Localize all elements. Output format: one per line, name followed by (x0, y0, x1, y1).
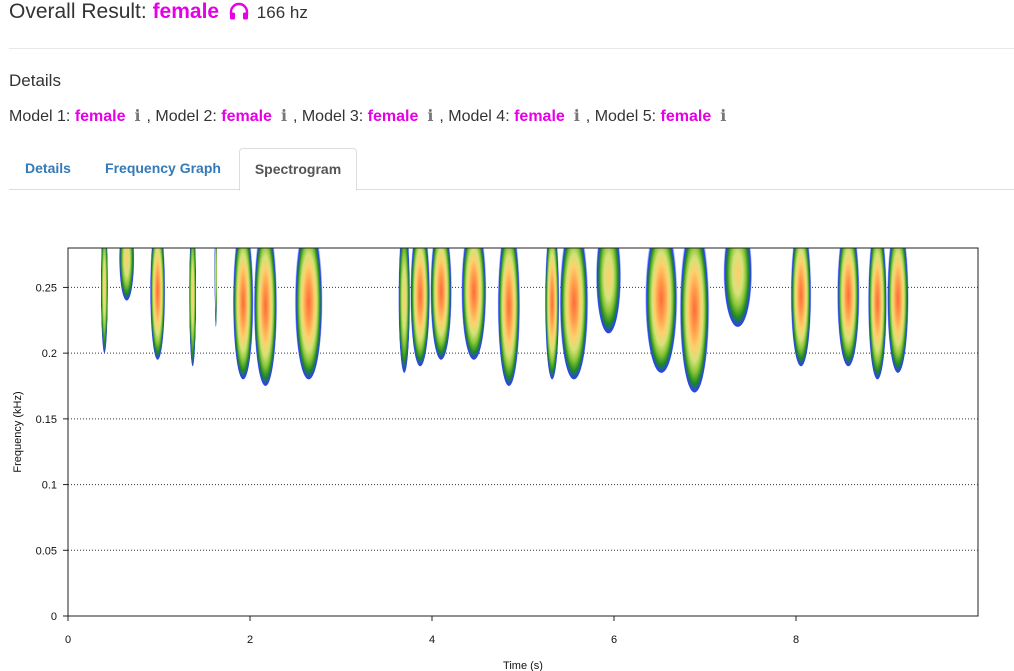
spectrogram-segment (149, 248, 166, 360)
model-label: Model 1: (9, 108, 71, 125)
y-tick-label: 0.15 (36, 414, 57, 426)
spectrogram-segment (544, 248, 560, 380)
info-icon[interactable]: i (134, 106, 141, 125)
model-result: female (221, 108, 272, 125)
spectrogram-segment (232, 248, 254, 380)
spectrogram-segment (559, 248, 589, 380)
tab-details[interactable]: Details (25, 160, 71, 176)
model-result: female (660, 108, 712, 125)
tab-bar: Details Frequency Graph Spectrogram (9, 148, 1014, 191)
spectrogram-segment (410, 248, 431, 367)
spectrogram-segments (100, 248, 909, 393)
separator: , (585, 108, 595, 125)
x-tick-label: 2 (247, 634, 253, 646)
y-tick-label: 0.25 (36, 282, 57, 294)
separator: , (439, 108, 449, 125)
spectrogram-segment (430, 248, 453, 360)
spectrogram-segment (253, 248, 278, 386)
x-axis-label: Time (s) (503, 660, 543, 671)
info-icon[interactable]: i (720, 106, 727, 125)
spectrogram-segment (294, 248, 323, 380)
model-label: Model 4: (448, 108, 510, 125)
spectrogram-segment (790, 248, 812, 367)
details-title: Details (9, 71, 61, 90)
tab-frequency-graph[interactable]: Frequency Graph (105, 160, 221, 176)
tab-spectrogram[interactable]: Spectrogram (239, 148, 357, 191)
y-tick-label: 0.2 (42, 348, 57, 360)
pitch-value: 166 hz (256, 3, 308, 22)
spectrogram-chart: 0 0.05 0.1 0.15 0.2 0.25 0 2 4 6 8 Time (s) Freque… (12, 247, 979, 671)
spectrogram-segment (595, 248, 622, 334)
spectrogram-segment (836, 248, 860, 367)
info-icon[interactable]: i (427, 106, 434, 125)
model-label: Model 3: (301, 108, 364, 125)
x-tick-label: 0 (65, 634, 71, 646)
model-result: female (514, 108, 565, 125)
spectrogram-segment (723, 248, 753, 327)
spectrogram-segment (100, 248, 109, 354)
spectrogram-segment (497, 248, 521, 386)
spectrogram-segment (867, 248, 887, 380)
separator: , (292, 108, 302, 125)
plot-frame (67, 247, 979, 617)
y-tick-label: 0.05 (36, 545, 57, 557)
y-axis-label: Frequency (kHz) (12, 391, 24, 472)
info-icon[interactable]: i (573, 106, 580, 125)
model-results: Model 1: female i, Model 2: female i, Mode… (9, 106, 732, 126)
spectrogram-segment (118, 248, 135, 301)
model-label: Model 2: (155, 108, 217, 125)
y-tick-label: 0 (51, 611, 57, 623)
overall-result-value: female (152, 0, 220, 23)
axis-ticks: 0 0.05 0.1 0.15 0.2 0.25 0 2 4 6 8 (36, 282, 799, 646)
info-icon[interactable]: i (280, 106, 288, 125)
overall-result-label: Overall Result: (9, 0, 147, 23)
overall-result: Overall Result: female 166 hz (9, 0, 308, 28)
spectrogram-segment (644, 248, 678, 373)
model-result: female (367, 108, 419, 125)
separator: , (146, 108, 156, 125)
y-tick-label: 0.1 (42, 480, 57, 492)
spectrogram-segment (679, 248, 710, 393)
x-tick-label: 6 (611, 634, 617, 646)
spectrogram-segment (461, 248, 487, 360)
spectrogram-segment (887, 248, 909, 373)
spectrogram-segment (189, 248, 197, 367)
spectrogram-segment (214, 248, 218, 327)
model-label: Model 5: (594, 108, 657, 125)
model-result: female (74, 108, 126, 125)
x-tick-label: 4 (429, 634, 435, 646)
headphones-icon[interactable] (229, 2, 249, 20)
spectrogram-segment (398, 248, 411, 373)
x-tick-label: 8 (793, 634, 799, 646)
divider (9, 48, 1014, 49)
